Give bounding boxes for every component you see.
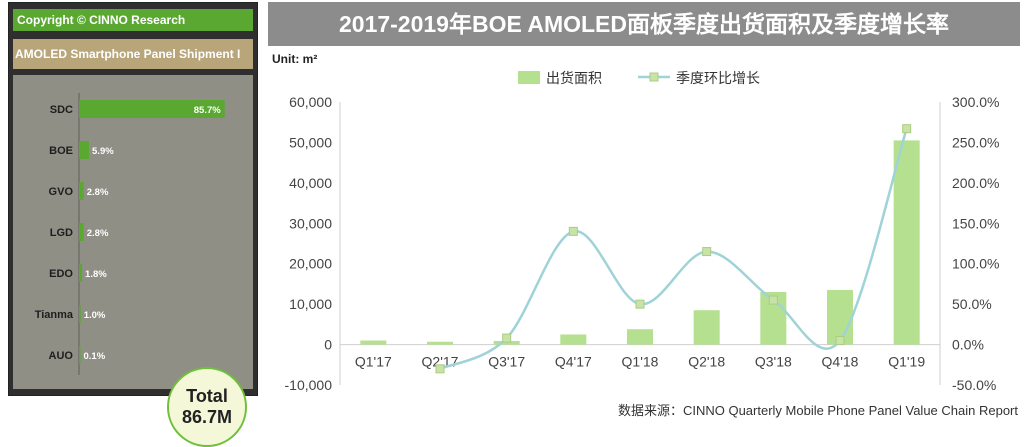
right-tick-label: 150.0%	[952, 215, 999, 231]
share-bar	[79, 141, 90, 159]
category-label: Q4'18	[822, 354, 859, 370]
legend-bar-swatch	[518, 71, 540, 84]
left-tick-label: 50,000	[289, 134, 332, 150]
unit-label: Unit: m²	[272, 52, 317, 66]
left-tick-label: 20,000	[289, 256, 332, 272]
share-bar	[79, 305, 81, 323]
chart-title-bar	[268, 2, 1020, 46]
share-bar	[79, 223, 84, 241]
legend-line-marker	[649, 72, 659, 82]
area-bar	[560, 334, 587, 345]
right-tick-label: 100.0%	[952, 256, 999, 272]
share-category-label: EDO	[49, 268, 73, 280]
share-bar	[79, 182, 84, 200]
share-category-label: BOE	[49, 145, 73, 157]
total-label: Total	[186, 386, 228, 406]
growth-marker	[435, 364, 445, 374]
share-category-label: LGD	[50, 227, 73, 239]
share-bar	[79, 264, 83, 282]
right-tick-label: 0.0%	[952, 337, 984, 353]
category-label: Q1'18	[622, 354, 659, 370]
share-chart: SDC 85.7% BOE 5.9% GVO 2.8% LGD 2.8% EDO 1.8% Tian…	[13, 75, 253, 447]
category-label: Q2'18	[688, 354, 725, 370]
area-bar	[893, 140, 920, 345]
share-value-label: 1.0%	[84, 310, 106, 321]
growth-marker	[702, 247, 712, 257]
legend-bar-label: 出货面积	[546, 70, 602, 86]
category-label: Q3'18	[755, 354, 792, 370]
area-bar	[827, 289, 853, 345]
area-bar	[360, 340, 387, 345]
right-tick-label: 300.0%	[952, 94, 999, 110]
right-tick-label: -50.0%	[952, 377, 996, 393]
chart-title: 2017-2019年BOE AMOLED面板季度出货面积及季度增长率	[338, 11, 950, 37]
category-label: Q3'17	[488, 354, 525, 370]
growth-marker	[768, 295, 778, 305]
share-category-label: GVO	[49, 186, 74, 198]
legend-line-label: 季度环比增长	[676, 70, 760, 86]
copyright-banner: Copyright © CINNO Research	[13, 9, 253, 31]
share-bar	[79, 346, 81, 364]
left-subtitle: AMOLED Smartphone Panel Shipment I	[13, 39, 253, 69]
left-tick-label: 0	[324, 337, 332, 353]
share-value-label: 2.8%	[87, 187, 109, 198]
category-label: Q4'17	[555, 354, 592, 370]
right-tick-label: 250.0%	[952, 134, 999, 150]
share-category-label: SDC	[50, 104, 73, 116]
share-value-label: 2.8%	[87, 228, 109, 239]
growth-marker	[835, 336, 845, 346]
growth-marker	[568, 226, 578, 236]
left-tick-label: -10,000	[285, 377, 333, 393]
area-bar	[427, 341, 453, 345]
share-value-label: 0.1%	[84, 351, 106, 362]
area-bar	[627, 329, 653, 345]
left-tick-label: 40,000	[289, 175, 332, 191]
left-tick-label: 10,000	[289, 296, 332, 312]
share-bar	[79, 100, 225, 118]
share-value-label: 1.8%	[85, 269, 107, 280]
area-bar	[493, 340, 520, 345]
right-tick-label: 50.0%	[952, 296, 992, 312]
left-tick-label: 30,000	[289, 215, 332, 231]
share-bar-chart: SDC 85.7% BOE 5.9% GVO 2.8% LGD 2.8% EDO 1.8% Tian…	[35, 93, 225, 375]
category-label: Q1'17	[355, 354, 392, 370]
share-value-label: 85.7%	[194, 105, 221, 116]
right-panel: 2017-2019年BOE AMOLED面板季度出货面积及季度增长率 Unit:…	[268, 2, 1020, 424]
category-label: Q1'19	[888, 354, 925, 370]
total-value: 86.7M	[181, 407, 233, 427]
area-bar	[693, 310, 720, 345]
growth-marker	[635, 299, 645, 309]
shipment-chart: Unit: m² -10,000 0 10,000 20,000 30,000 40,000…	[272, 52, 999, 393]
growth-marker	[502, 333, 512, 343]
left-panel: Copyright © CINNO Research AMOLED Smartp…	[8, 2, 258, 447]
left-tick-label: 60,000	[289, 94, 332, 110]
source-note: 数据来源：CINNO Quarterly Mobile Phone Panel …	[617, 403, 1018, 418]
total-badge: Total 86.7M	[167, 367, 247, 447]
share-category-label: Tianma	[35, 309, 74, 321]
share-value-label: 5.9%	[92, 146, 114, 157]
right-tick-label: 200.0%	[952, 175, 999, 191]
growth-marker	[902, 124, 912, 134]
share-category-label: AUO	[49, 350, 74, 362]
